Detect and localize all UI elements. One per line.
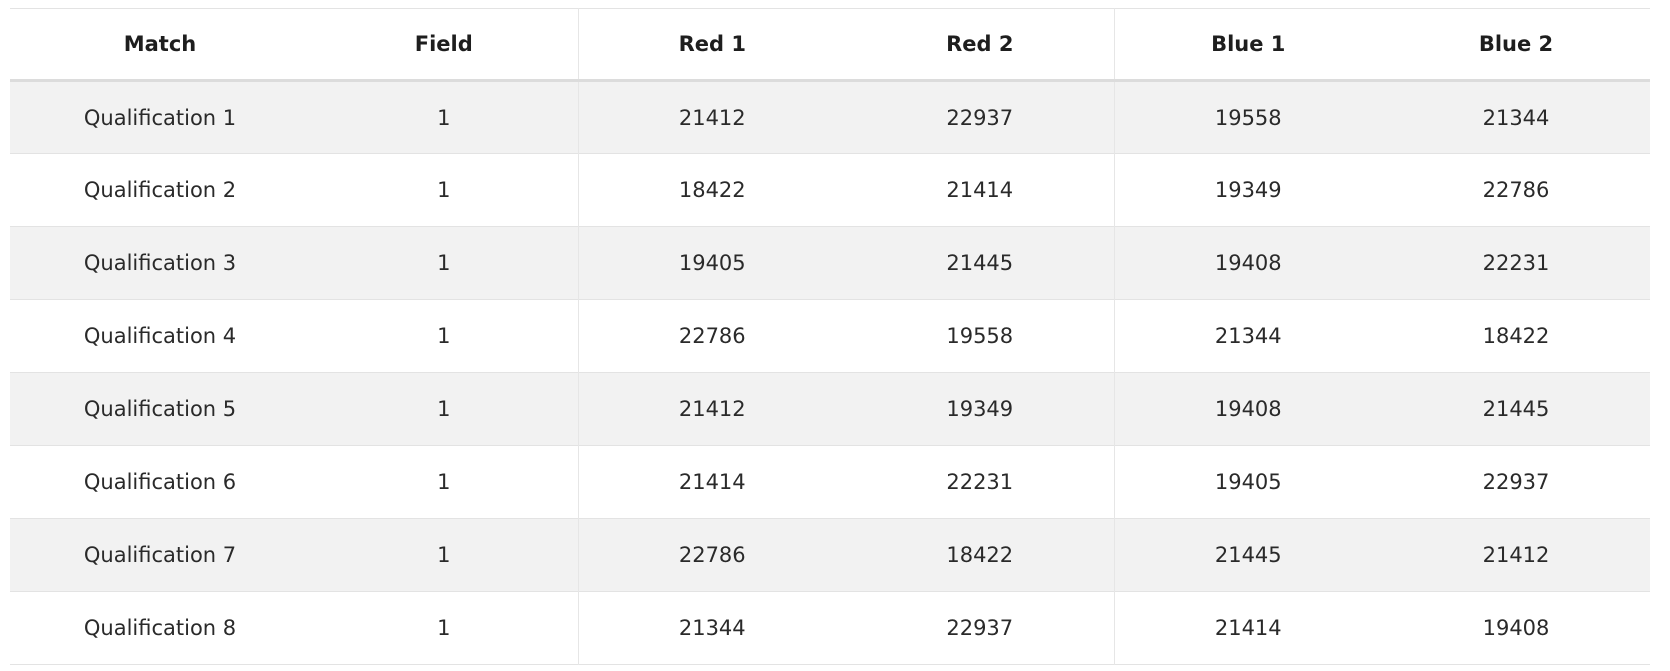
field-cell: 1 bbox=[437, 105, 451, 130]
match-cell: Qualification 2 bbox=[83, 178, 237, 202]
table-body: Qualification 1 1 21412 22937 19558 2134… bbox=[10, 80, 1650, 665]
match-cell: Qualification 4 bbox=[83, 324, 237, 348]
blue-1-cell: 19408 bbox=[1113, 372, 1382, 446]
field-cell: 1 bbox=[437, 470, 451, 494]
blue-1-cell: 19408 bbox=[1113, 226, 1382, 300]
blue-1-cell: 21445 bbox=[1113, 518, 1382, 592]
blue-2-cell: 18422 bbox=[1482, 324, 1550, 348]
red-2-cell: 22231 bbox=[946, 470, 1014, 494]
blue-2-cell: 22937 bbox=[1482, 470, 1550, 494]
column-header-red-1[interactable]: Red 1 bbox=[577, 8, 846, 81]
table-row[interactable]: Qualification 7 1 22786 18422 21445 2141… bbox=[10, 518, 1650, 592]
match-cell: Qualification 6 bbox=[83, 470, 237, 494]
blue-2-cell: 19408 bbox=[1482, 616, 1550, 640]
red-2-cell: 19349 bbox=[946, 397, 1014, 421]
red-2-cell: 22937 bbox=[946, 105, 1014, 130]
red-1-cell: 21344 bbox=[577, 591, 846, 665]
blue-2-cell: 22231 bbox=[1482, 251, 1550, 275]
field-cell: 1 bbox=[437, 251, 451, 275]
match-cell: Qualification 7 bbox=[83, 543, 237, 567]
blue-2-cell: 21412 bbox=[1482, 543, 1550, 567]
header-row: Match Field Red 1 Red 2 Blue 1 Blue 2 bbox=[10, 8, 1650, 81]
match-schedule-table-container: Match Field Red 1 Red 2 Blue 1 Blue 2 Qu… bbox=[10, 8, 1650, 665]
column-header-blue-1[interactable]: Blue 1 bbox=[1113, 8, 1382, 81]
red-2-cell: 18422 bbox=[946, 543, 1014, 567]
table-row[interactable]: Qualification 1 1 21412 22937 19558 2134… bbox=[10, 80, 1650, 154]
table-row[interactable]: Qualification 4 1 22786 19558 21344 1842… bbox=[10, 299, 1650, 373]
blue-1-cell: 21344 bbox=[1113, 299, 1382, 373]
table-row[interactable]: Qualification 5 1 21412 19349 19408 2144… bbox=[10, 372, 1650, 446]
table-header: Match Field Red 1 Red 2 Blue 1 Blue 2 bbox=[10, 8, 1650, 81]
column-header-field[interactable]: Field bbox=[414, 32, 473, 56]
field-cell: 1 bbox=[437, 324, 451, 348]
blue-1-cell: 19405 bbox=[1113, 445, 1382, 519]
field-cell: 1 bbox=[437, 397, 451, 421]
red-2-cell: 21414 bbox=[946, 178, 1014, 202]
field-cell: 1 bbox=[437, 616, 451, 640]
red-2-cell: 21445 bbox=[946, 251, 1014, 275]
red-1-cell: 22786 bbox=[577, 299, 846, 373]
table-row[interactable]: Qualification 3 1 19405 21445 19408 2223… bbox=[10, 226, 1650, 300]
blue-1-cell: 21414 bbox=[1113, 591, 1382, 665]
red-1-cell: 18422 bbox=[577, 153, 846, 227]
blue-2-cell: 21445 bbox=[1482, 397, 1550, 421]
field-cell: 1 bbox=[437, 178, 451, 202]
red-2-cell: 19558 bbox=[946, 324, 1014, 348]
red-1-cell: 21412 bbox=[577, 80, 846, 154]
red-1-cell: 19405 bbox=[577, 226, 846, 300]
blue-2-cell: 22786 bbox=[1482, 178, 1550, 202]
red-1-cell: 22786 bbox=[577, 518, 846, 592]
match-cell: Qualification 5 bbox=[83, 397, 237, 421]
column-header-match[interactable]: Match bbox=[123, 32, 197, 56]
match-cell: Qualification 3 bbox=[83, 251, 237, 275]
table-row[interactable]: Qualification 6 1 21414 22231 19405 2293… bbox=[10, 445, 1650, 519]
blue-1-cell: 19558 bbox=[1113, 80, 1382, 154]
red-2-cell: 22937 bbox=[946, 616, 1014, 640]
blue-2-cell: 21344 bbox=[1482, 105, 1550, 130]
column-header-red-2[interactable]: Red 2 bbox=[946, 32, 1014, 56]
match-cell: Qualification 8 bbox=[83, 616, 237, 640]
match-schedule-table: Match Field Red 1 Red 2 Blue 1 Blue 2 Qu… bbox=[10, 8, 1650, 665]
field-cell: 1 bbox=[437, 543, 451, 567]
table-row[interactable]: Qualification 2 1 18422 21414 19349 2278… bbox=[10, 153, 1650, 227]
red-1-cell: 21414 bbox=[577, 445, 846, 519]
red-1-cell: 21412 bbox=[577, 372, 846, 446]
column-header-blue-2[interactable]: Blue 2 bbox=[1478, 32, 1554, 56]
blue-1-cell: 19349 bbox=[1113, 153, 1382, 227]
match-cell: Qualification 1 bbox=[83, 105, 237, 130]
table-row[interactable]: Qualification 8 1 21344 22937 21414 1940… bbox=[10, 591, 1650, 665]
